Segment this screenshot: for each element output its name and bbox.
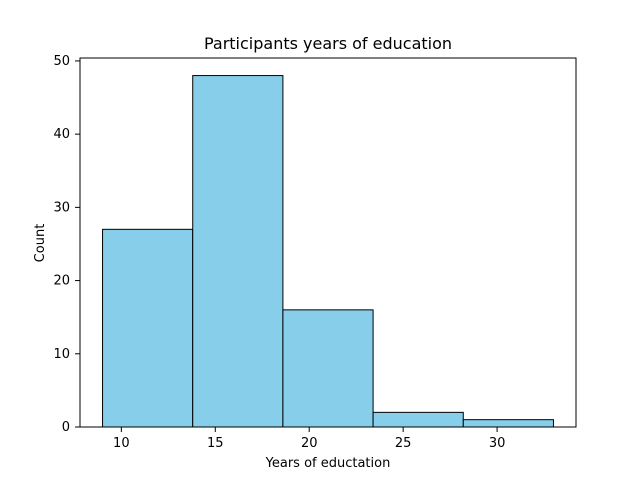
y-tick-label: 40 [53,127,70,142]
histogram-bar [192,75,284,428]
y-tick-label: 30 [53,200,70,215]
x-tick-label: 20 [301,436,318,451]
y-tick-label: 20 [53,274,70,289]
x-axis-label: Years of eductation [265,456,391,471]
x-axis-ticks: 10 15 20 25 30 [113,427,505,451]
x-tick-label: 30 [489,436,506,451]
y-tick-label: 50 [53,54,70,69]
plot-area-frame [79,57,577,428]
chart-title: Participants years of education [204,34,452,53]
x-tick-label: 25 [395,436,412,451]
histogram-bars [102,75,554,428]
histogram-bar [282,309,374,428]
histogram-bar [102,228,194,428]
y-tick-label: 10 [53,347,70,362]
x-tick-label: 15 [207,436,224,451]
histogram-bar [372,411,464,428]
y-axis-label: Count [33,224,48,263]
y-tick-label: 0 [62,420,70,435]
x-tick-label: 10 [113,436,130,451]
histogram-bar [462,419,554,428]
y-axis-ticks: 0 10 20 30 40 50 [53,54,80,435]
